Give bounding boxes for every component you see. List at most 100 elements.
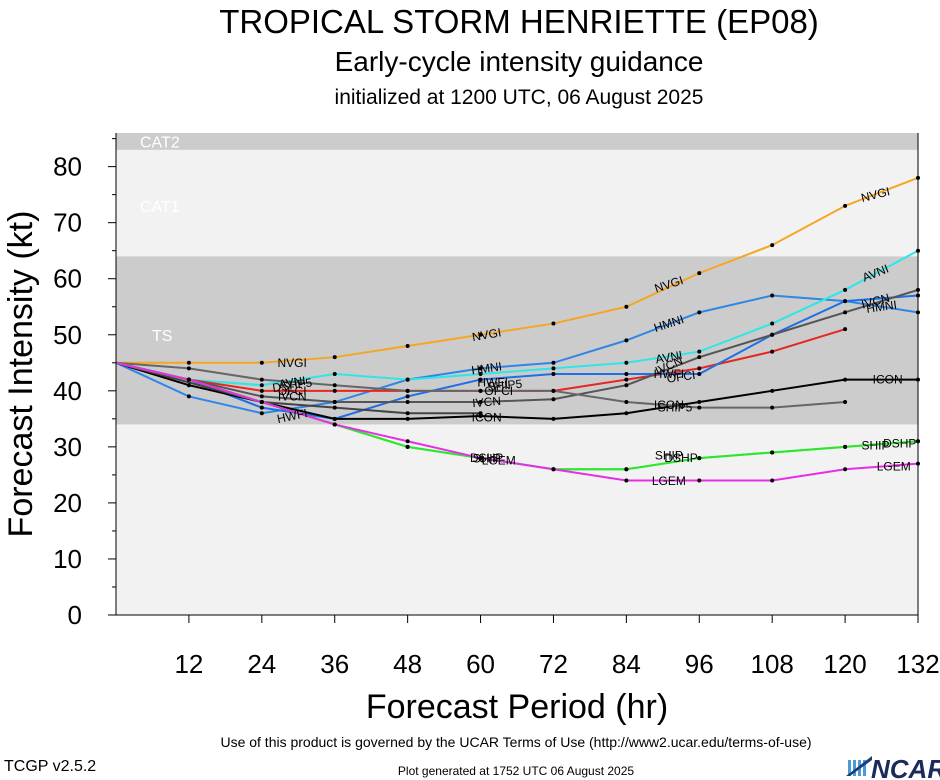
ncar-logo-text: NCAR <box>871 754 940 780</box>
model-label: HWFI <box>654 367 685 381</box>
data-point <box>697 271 702 276</box>
data-point <box>697 372 702 376</box>
chart-subtitle: Early-cycle intensity guidance <box>335 46 704 77</box>
x-tick-label: 96 <box>685 649 714 679</box>
y-tick-label: 10 <box>53 544 82 574</box>
data-point <box>186 360 191 365</box>
data-point <box>624 377 629 382</box>
data-point <box>332 400 337 405</box>
data-point <box>259 405 264 410</box>
data-point <box>770 332 775 337</box>
model-label: OFCI <box>484 384 513 398</box>
data-point <box>478 372 483 376</box>
data-point <box>843 327 848 332</box>
y-tick-label: 60 <box>53 264 82 294</box>
y-tick-label: 70 <box>53 208 82 238</box>
data-point <box>259 383 264 388</box>
data-point <box>259 411 264 416</box>
data-point <box>624 304 629 309</box>
data-point <box>624 338 629 343</box>
data-point <box>697 355 702 360</box>
data-point <box>551 321 556 326</box>
data-point <box>478 366 483 371</box>
data-point <box>478 388 483 393</box>
data-point <box>551 397 556 402</box>
data-point <box>332 372 337 376</box>
data-point <box>405 439 410 444</box>
y-tick-label: 0 <box>68 600 82 630</box>
data-point <box>186 394 191 399</box>
model-label: SHIP <box>473 452 501 466</box>
tcgp-version: TCGP v2.5.2 <box>4 758 96 775</box>
data-point <box>259 394 264 399</box>
data-point <box>186 377 191 382</box>
model-label: HMNI <box>865 298 897 316</box>
model-label: SHIP <box>861 439 889 453</box>
data-point <box>551 366 556 371</box>
data-point <box>186 366 191 371</box>
data-point <box>551 372 556 376</box>
y-tick-label: 50 <box>53 320 82 350</box>
chart-title: TROPICAL STORM HENRIETTE (EP08) <box>219 3 819 40</box>
y-tick-label: 40 <box>53 376 82 406</box>
data-point <box>770 388 775 393</box>
model-label: LGEM <box>482 453 516 467</box>
data-point <box>624 372 629 376</box>
band-ts <box>116 256 918 425</box>
band-label: CAT2 <box>140 134 180 151</box>
data-point <box>843 299 848 304</box>
y-tick-label: 80 <box>53 152 82 182</box>
data-point <box>843 310 848 315</box>
data-point <box>551 467 556 472</box>
terms-of-use: Use of this product is governed by the U… <box>220 734 811 750</box>
model-label: DSHP <box>664 451 697 465</box>
data-point <box>259 360 264 365</box>
model-label: HWFI <box>276 406 309 426</box>
data-point <box>405 343 410 348</box>
data-point <box>259 388 264 393</box>
chart-init-time: initialized at 1200 UTC, 06 August 2025 <box>335 86 704 109</box>
plot-generated-time: Plot generated at 1752 UTC 06 August 202… <box>398 764 634 778</box>
data-point <box>624 400 629 405</box>
data-point <box>624 478 629 483</box>
x-tick-label: 84 <box>612 649 641 679</box>
data-point <box>770 450 775 455</box>
data-point <box>478 411 483 416</box>
model-label: SHIP5 <box>487 377 523 394</box>
data-point <box>332 416 337 421</box>
x-tick-label: 24 <box>247 649 276 679</box>
data-point <box>697 478 702 483</box>
series-line-hwfi <box>115 294 919 420</box>
data-point <box>697 405 702 410</box>
model-label: NVGI <box>860 184 892 205</box>
data-point <box>405 444 410 449</box>
model-label: LGEM <box>652 474 686 488</box>
x-tick-label: 60 <box>466 649 495 679</box>
model-label: NVGI <box>278 356 307 370</box>
band-cat2 <box>116 133 918 150</box>
x-tick-label: 36 <box>320 649 349 679</box>
model-label: ICON <box>654 398 684 412</box>
data-point <box>770 243 775 248</box>
model-label: SHIP <box>655 448 683 462</box>
model-label: DSHP <box>883 436 916 450</box>
data-point <box>478 377 483 382</box>
data-point <box>551 416 556 421</box>
ncar-logo-mark <box>846 756 872 776</box>
data-point <box>697 400 702 405</box>
data-point <box>478 332 483 337</box>
series-line-avni <box>115 249 919 387</box>
y-axis-title: Forecast Intensity (kt) <box>2 211 40 538</box>
model-series <box>115 175 920 483</box>
data-point <box>186 383 191 388</box>
data-point <box>332 422 337 427</box>
series-line-ivcn <box>115 288 919 404</box>
ncar-logo: NCAR <box>846 754 940 780</box>
data-point <box>332 383 337 388</box>
model-label: ICON <box>472 411 502 425</box>
y-tick-label: 20 <box>53 488 82 518</box>
y-tick-label: 30 <box>53 432 82 462</box>
data-point <box>332 405 337 410</box>
